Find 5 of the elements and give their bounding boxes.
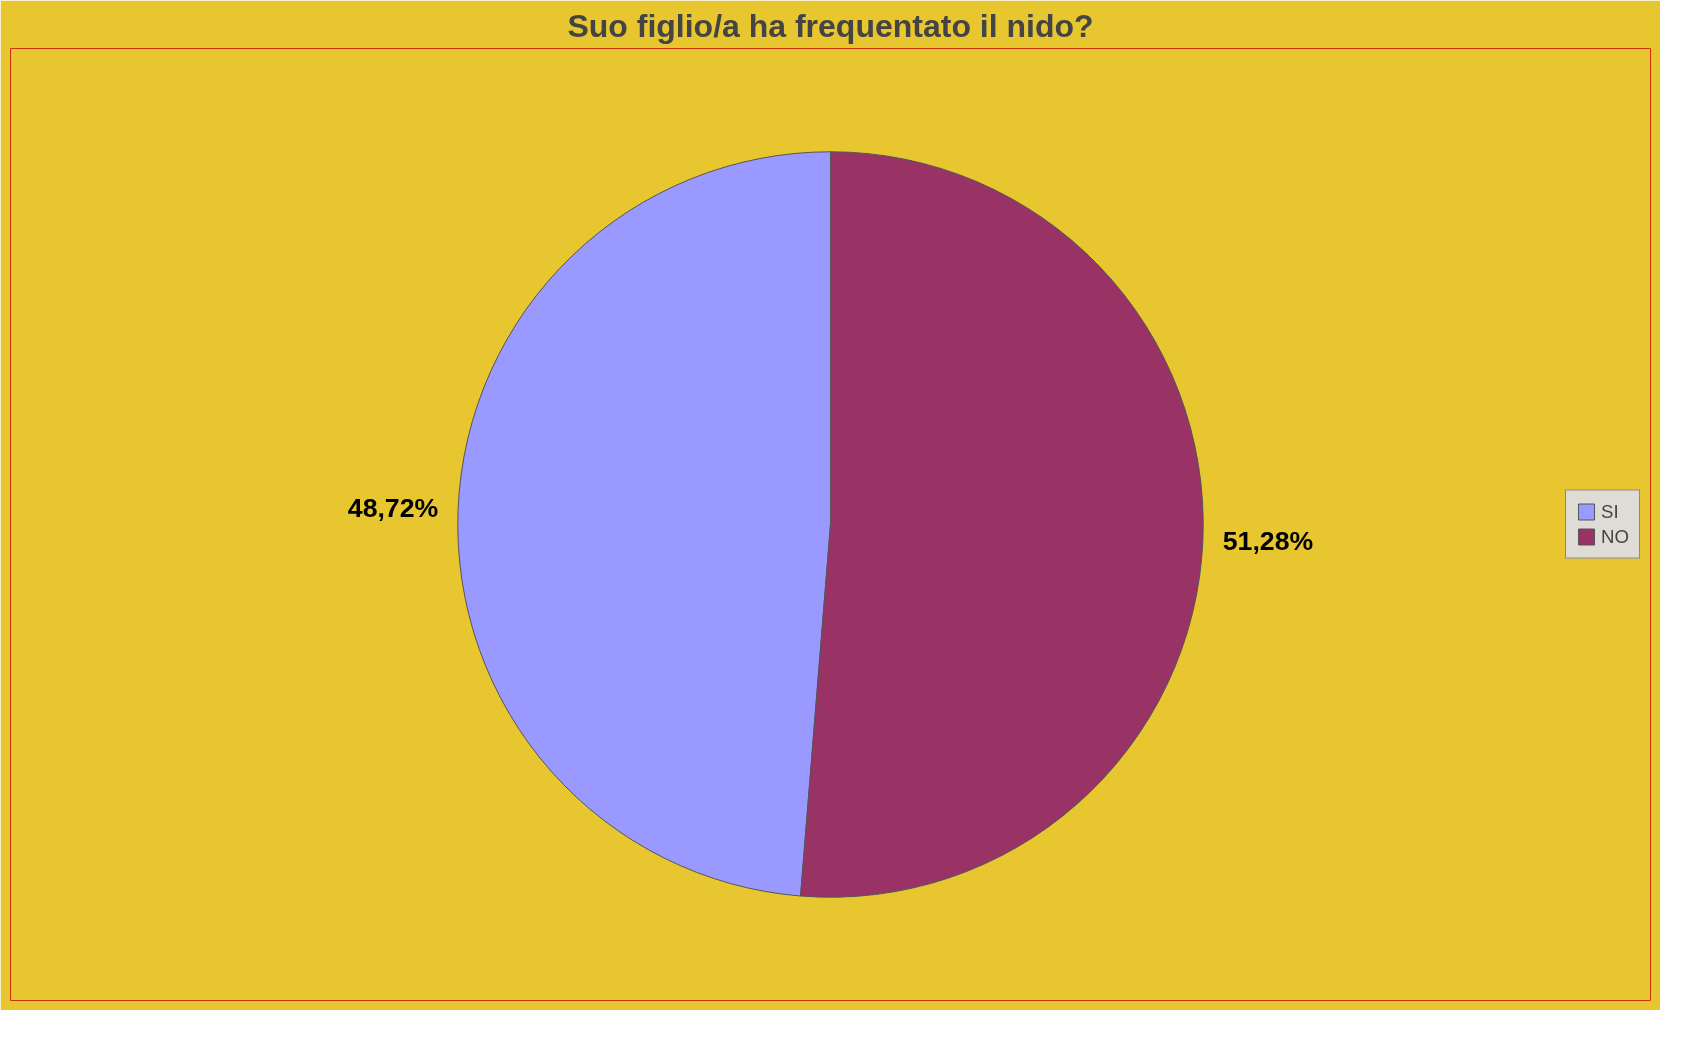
legend-label: NO: [1601, 525, 1629, 548]
data-label: 48,72%: [347, 493, 439, 524]
legend-label: SI: [1601, 500, 1620, 523]
chart-title: Suo figlio/a ha frequentato il nido?: [567, 7, 1094, 44]
data-label: 51,28%: [1222, 525, 1314, 556]
